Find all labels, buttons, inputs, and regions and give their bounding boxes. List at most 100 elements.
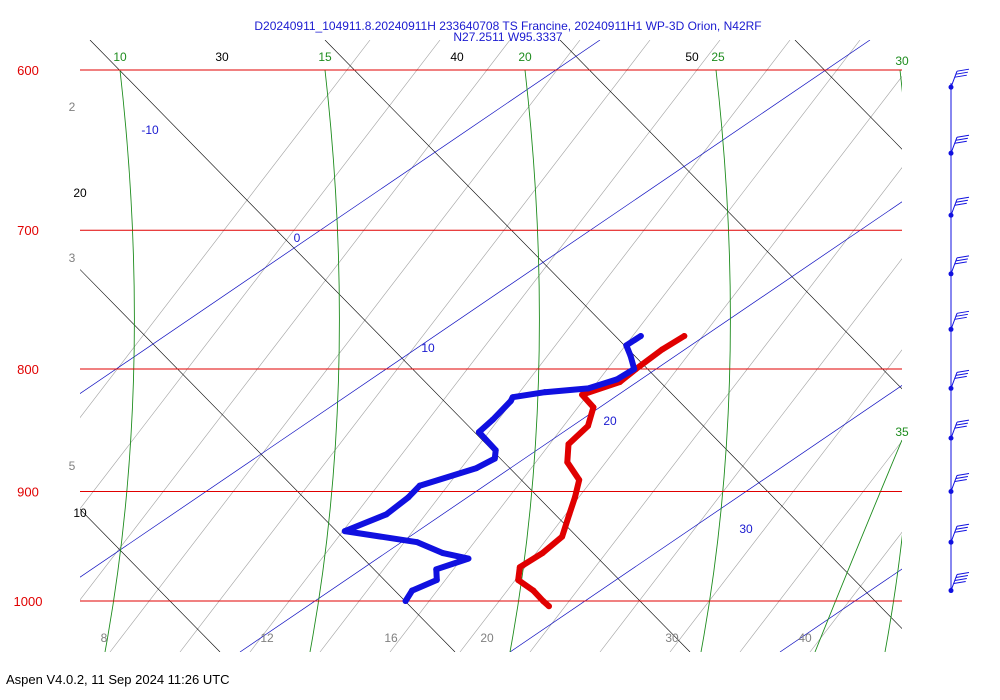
dewpoint-profile-point (433, 566, 440, 573)
isobar-label: 700 (17, 223, 39, 238)
dewpoint-profile-point (409, 587, 416, 594)
dewpoint-profile-point (507, 398, 514, 405)
wind-barb-flag (954, 140, 967, 144)
isobar-label: 1000 (14, 594, 43, 609)
isobar-label: 900 (17, 484, 39, 499)
profiles (341, 333, 688, 610)
isotherm-line (794, 40, 902, 150)
wind-barb-flag (955, 526, 968, 530)
wind-barb-flag (954, 478, 967, 482)
mixing-ratio-line (109, 40, 581, 652)
wind-barb-flag (956, 369, 970, 373)
isotherm-line (559, 40, 902, 390)
wind-barb-shaft (950, 257, 958, 275)
dewpoint-profile-point (433, 576, 440, 583)
dry-adiabat-label: 10 (421, 341, 435, 355)
moist-adiabat-label: 15 (318, 50, 332, 64)
wind-barb-shaft (950, 71, 958, 88)
isobar-label: 600 (17, 63, 39, 78)
wind-barb-flag (953, 581, 966, 585)
temperature-profile-point (565, 441, 572, 448)
wind-barb-shaft (950, 421, 958, 439)
wind-barb-shaft (950, 199, 958, 216)
dry-adiabat-line (80, 40, 871, 578)
moist-adiabat-line (509, 69, 540, 652)
dewpoint-profile-point (439, 550, 446, 557)
wind-barb-flag (956, 572, 970, 576)
temperature-profile-point (576, 476, 583, 483)
mixing-ratio-label: 12 (260, 631, 274, 645)
moist-adiabat-label: 25 (711, 50, 725, 64)
wind-barb-flag (956, 68, 970, 72)
dewpoint-profile-line (341, 333, 644, 604)
mixing-ratio-line (669, 349, 902, 652)
moist-adiabat-line (104, 69, 135, 652)
wind-barb-flag (955, 313, 968, 317)
moist-adiabat-line (884, 69, 902, 652)
wind-barb-flag (954, 261, 967, 265)
dewpoint-profile-point (414, 539, 421, 546)
wind-barb-flag (954, 425, 967, 429)
temperature-profile-point (515, 576, 522, 583)
wind-barb-flag (956, 419, 970, 423)
dewpoint-profile-point (613, 376, 620, 383)
temperature-profile-point (559, 533, 566, 540)
dewpoint-profile-point (405, 494, 412, 501)
wind-barb-flag (954, 74, 967, 78)
temperature-profile-point (585, 422, 592, 429)
dry-adiabat-line (509, 385, 902, 652)
isobar-label: 800 (17, 362, 39, 377)
dewpoint-profile-point (489, 416, 496, 423)
temperature-profile-point (571, 494, 578, 501)
isotherm-label: 20 (73, 186, 87, 200)
footer-version: Aspen V4.0.2, 11 Sep 2024 11:26 UTC (6, 672, 230, 687)
mixing-ratio-label: 16 (384, 631, 398, 645)
isotherm-line (80, 269, 456, 652)
wind-barb-flag (954, 316, 967, 320)
temperature-profile-point (539, 550, 546, 557)
mixing-ratio-line (809, 531, 902, 652)
wind-barb-flag (955, 71, 968, 75)
dry-adiabat-label: 0 (294, 231, 301, 245)
temperature-profile-point (579, 391, 586, 398)
moist-adiabat-label: 10 (113, 50, 127, 64)
mixing-ratio-line (80, 40, 371, 419)
isotherm-label: 50 (685, 50, 699, 64)
wind-barb-flag (956, 255, 970, 259)
mixing-ratio-label: 3 (69, 251, 76, 265)
dewpoint-profile-point (637, 333, 644, 340)
dry-adiabat-label: 30 (739, 522, 753, 536)
wind-barb-flag (956, 134, 970, 138)
mixing-ratio-label: 20 (480, 631, 494, 645)
mixing-ratio-label: 5 (69, 459, 76, 473)
dewpoint-profile-point (631, 366, 638, 373)
isotherm-label: 40 (450, 50, 464, 64)
wind-barb-flag (954, 202, 967, 206)
temperature-profile-point (681, 333, 688, 340)
dewpoint-profile-point (402, 598, 409, 604)
wind-barb-shaft (950, 475, 958, 492)
dry-adiabat-label: 20 (603, 414, 617, 428)
dry-adiabat-line (80, 40, 601, 395)
wind-barb-shaft (950, 137, 958, 154)
temperature-profile-point (564, 459, 571, 466)
mixing-ratio-label: 30 (665, 631, 679, 645)
isotherm-label: 30 (215, 50, 229, 64)
isotherm-line (89, 40, 691, 652)
wind-barb-shaft (950, 574, 958, 591)
dry-adiabat-label: -10 (141, 123, 159, 137)
dry-adiabat-line (779, 568, 902, 652)
moist-adiabat-line (700, 69, 731, 652)
temperature-profile-point (540, 598, 547, 604)
dewpoint-profile-point (416, 482, 423, 489)
title-line-2: N27.2511 W95.3337 (453, 30, 563, 44)
dewpoint-profile-point (541, 389, 548, 396)
dewpoint-profile-point (341, 528, 348, 535)
mixing-ratio-label: 40 (798, 631, 812, 645)
wind-barb-flag (955, 575, 968, 579)
mixing-ratio-line (739, 440, 902, 652)
mixing-ratio-line (80, 40, 511, 601)
wind-barb-flag (955, 258, 968, 262)
isotherm-label: 10 (73, 506, 87, 520)
